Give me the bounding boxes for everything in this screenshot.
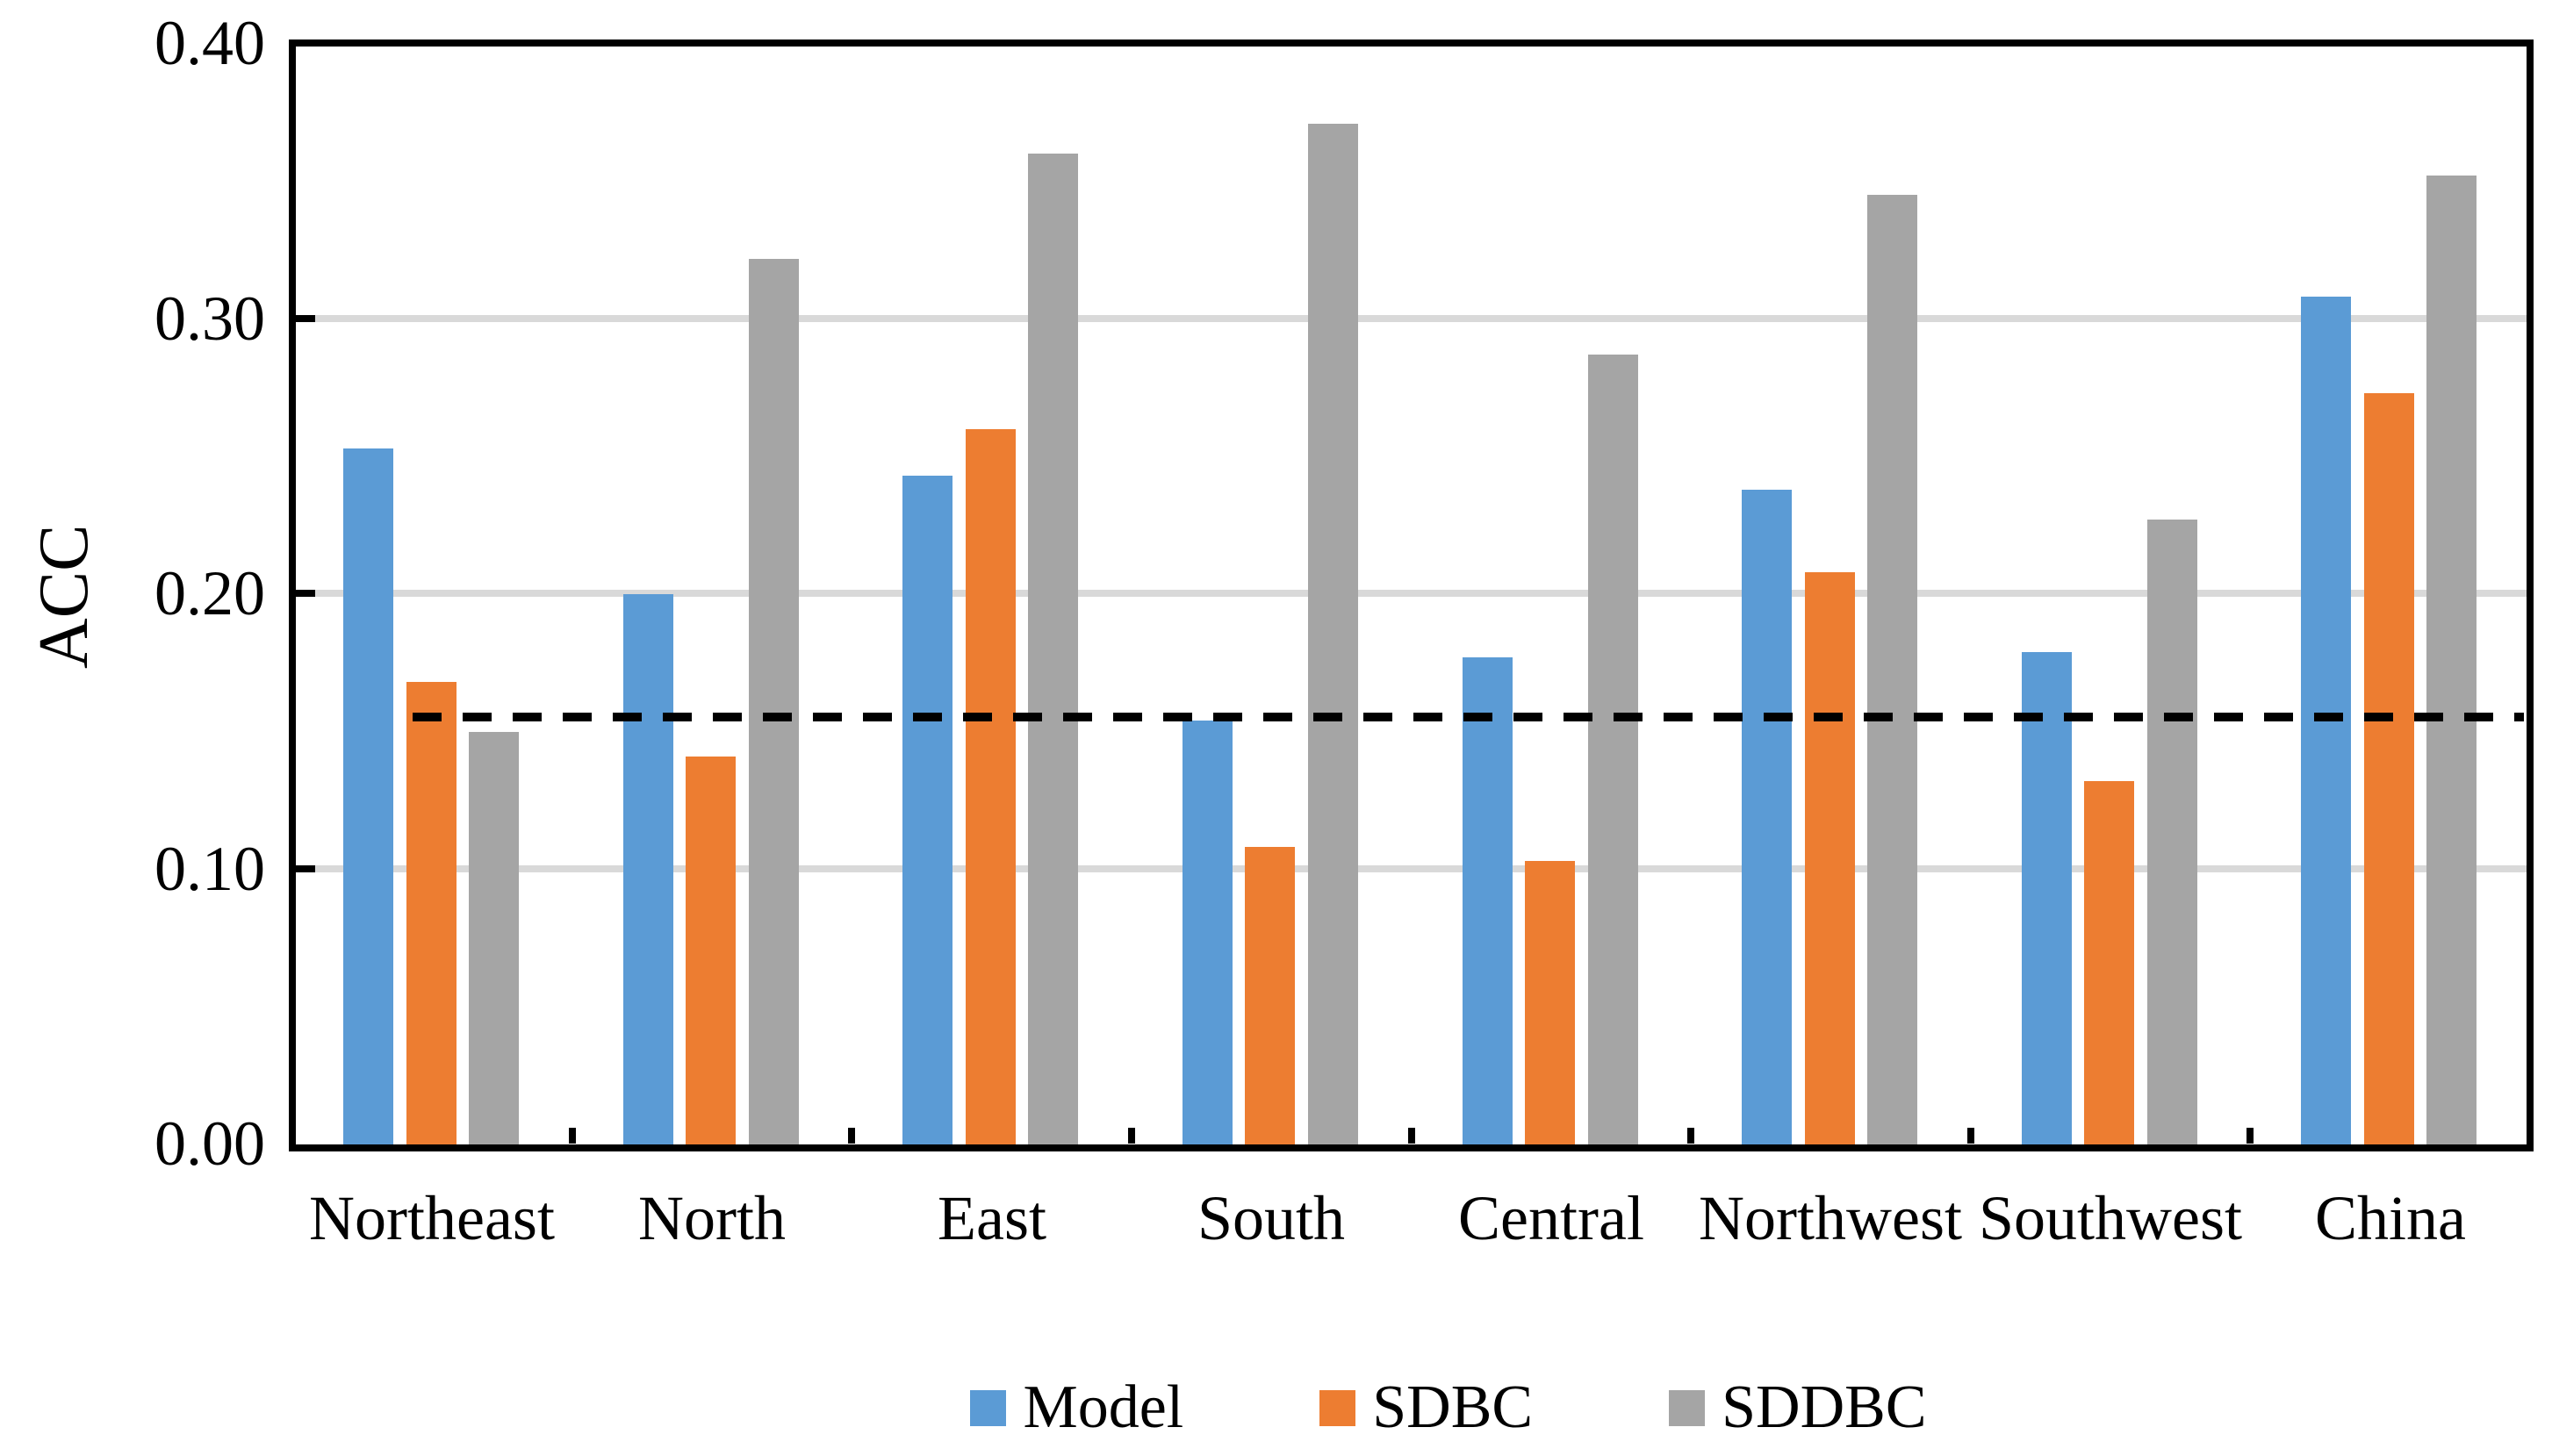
x-category-label-northwest: Northwest: [1699, 1183, 1962, 1253]
y-tick-mark: [296, 314, 315, 322]
y-tick-label-0.00: 0.00: [155, 1108, 265, 1179]
legend-item-sdbc: SDBC: [1319, 1376, 1533, 1439]
x-category-label-china: China: [2315, 1183, 2466, 1253]
x-tick-mark: [848, 1128, 856, 1144]
y-tick-label-0.30: 0.30: [155, 283, 265, 354]
gridline: [296, 590, 2527, 597]
y-tick-label-0.20: 0.20: [155, 558, 265, 628]
x-tick-mark: [1966, 1128, 1974, 1144]
bar-model-northeast: [343, 448, 393, 1144]
y-tick-label-0.10: 0.10: [155, 833, 265, 904]
chart-legend: Model SDBC SDDBC: [369, 1376, 2528, 1439]
bar-sddbc-northwest: [1867, 195, 1917, 1144]
x-tick-mark: [568, 1128, 576, 1144]
legend-label-sdbc: SDBC: [1372, 1374, 1534, 1441]
x-tick-mark: [1407, 1128, 1415, 1144]
bar-sdbc-northeast: [406, 682, 456, 1144]
x-tick-mark: [1127, 1128, 1135, 1144]
bar-model-north: [623, 594, 673, 1144]
bar-sdbc-north: [686, 757, 736, 1144]
dashed-reference-line: [413, 713, 2524, 722]
plot-area-frame: [289, 39, 2534, 1151]
bar-sddbc-north: [749, 259, 799, 1144]
legend-item-model: Model: [970, 1376, 1183, 1439]
bar-sddbc-east: [1028, 154, 1078, 1144]
bar-sdbc-south: [1245, 847, 1295, 1144]
bar-sddbc-central: [1588, 355, 1638, 1144]
bar-sddbc-south: [1308, 124, 1358, 1144]
bar-sdbc-southwest: [2084, 781, 2134, 1144]
legend-marker-model: [970, 1389, 1007, 1426]
bar-model-east: [902, 476, 953, 1144]
bar-model-central: [1463, 657, 1513, 1144]
x-category-label-central: Central: [1458, 1183, 1644, 1253]
x-category-label-east: East: [938, 1183, 1046, 1253]
bar-sdbc-central: [1525, 861, 1575, 1144]
legend-label-model: Model: [1023, 1374, 1184, 1441]
bar-sddbc-china: [2426, 176, 2477, 1144]
x-tick-mark: [1687, 1128, 1695, 1144]
bar-sdbc-east: [966, 429, 1016, 1144]
bar-model-southwest: [2022, 652, 2072, 1144]
x-category-label-southwest: Southwest: [1978, 1183, 2243, 1253]
x-tick-mark: [2246, 1128, 2254, 1144]
gridline: [296, 864, 2527, 872]
x-category-label-north: North: [638, 1183, 786, 1253]
y-tick-mark: [296, 590, 315, 597]
x-category-label-northeast: Northeast: [309, 1183, 555, 1253]
legend-item-sddbc: SDDBC: [1669, 1374, 1927, 1441]
legend-label-sddbc: SDDBC: [1722, 1374, 1927, 1441]
bar-model-south: [1183, 721, 1233, 1144]
x-category-label-south: South: [1197, 1183, 1346, 1253]
bar-sdbc-china: [2364, 393, 2414, 1144]
bar-sddbc-southwest: [2147, 520, 2197, 1144]
bar-model-northwest: [1742, 490, 1792, 1144]
bar-sddbc-northeast: [469, 732, 519, 1144]
legend-marker-sddbc: [1669, 1389, 1706, 1426]
bar-sdbc-northwest: [1805, 572, 1855, 1144]
legend-marker-sdbc: [1319, 1389, 1356, 1426]
y-tick-label-0.40: 0.40: [155, 8, 265, 78]
y-tick-mark: [296, 864, 315, 872]
gridline: [296, 314, 2527, 322]
